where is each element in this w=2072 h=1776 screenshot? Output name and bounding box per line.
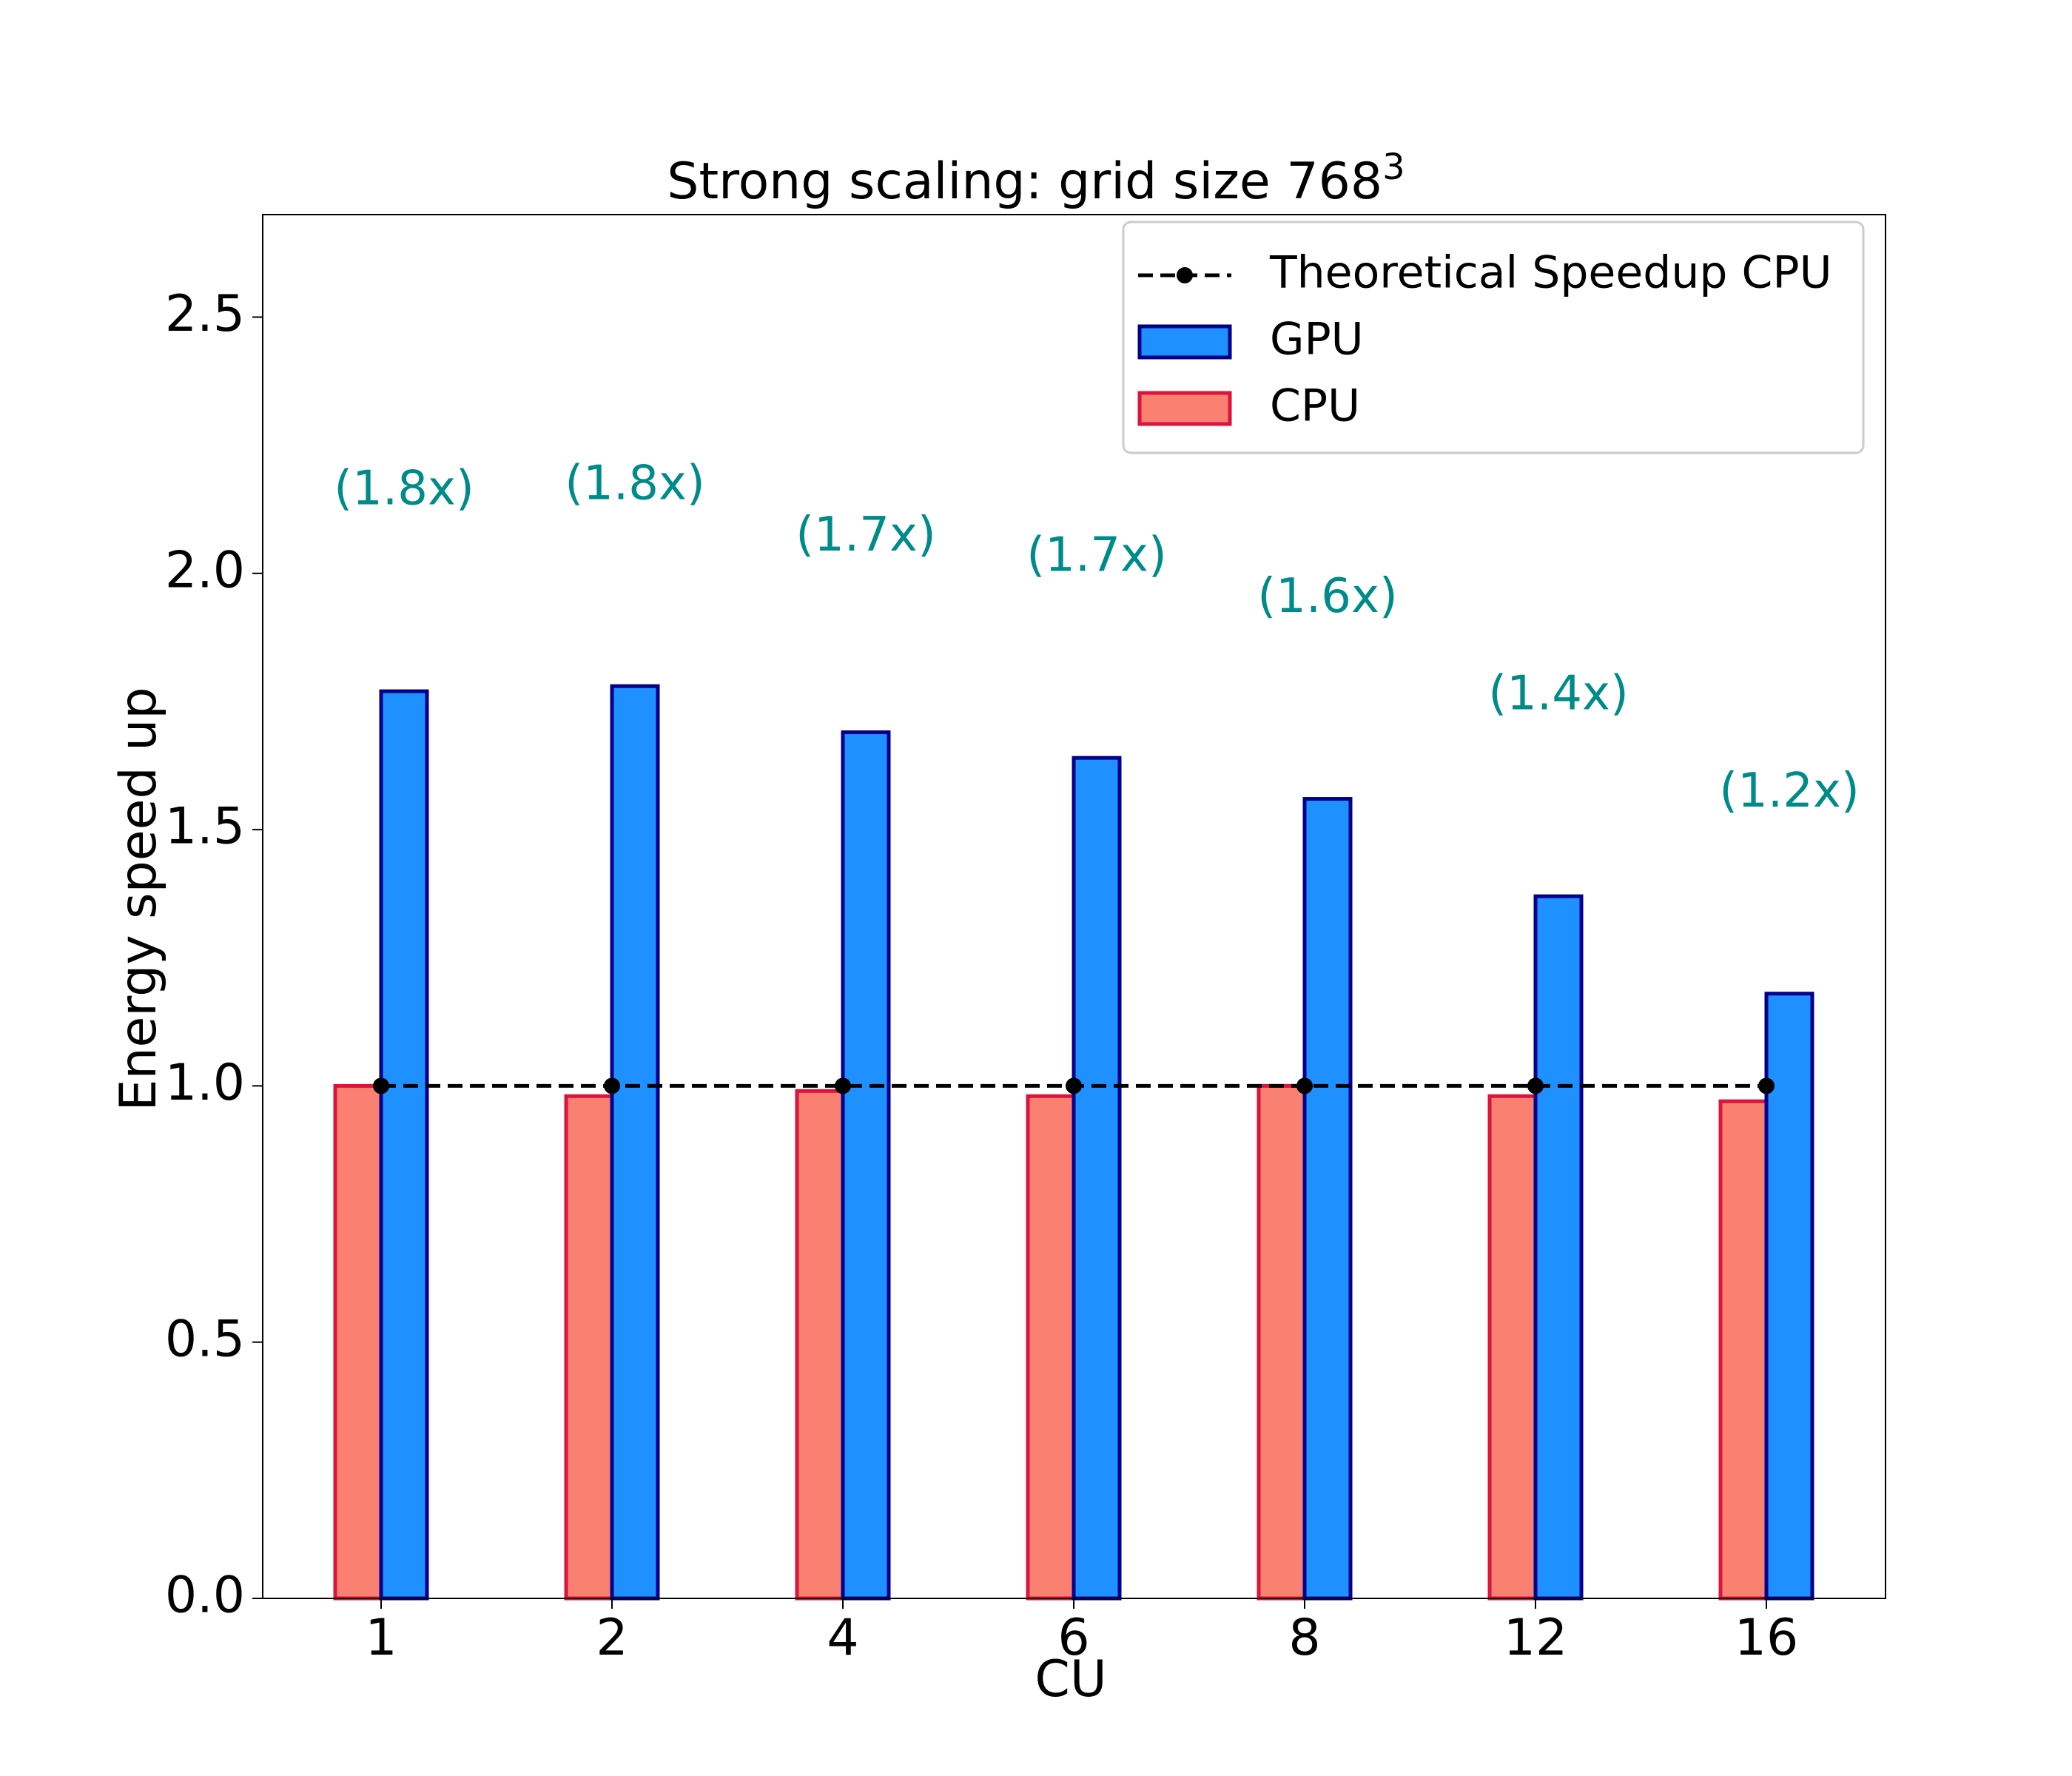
x-axis-label: CU bbox=[1035, 1650, 1106, 1709]
legend-label: GPU bbox=[1270, 314, 1364, 366]
speedup-annotation: (1.7x) bbox=[796, 508, 936, 562]
x-tick-label: 6 bbox=[1057, 1609, 1089, 1667]
legend-cpu-swatch bbox=[1137, 391, 1232, 426]
chart-title: Strong scaling: grid size 7683 bbox=[667, 147, 1405, 211]
cpu-bar bbox=[1487, 1094, 1538, 1601]
cpu-bar bbox=[1257, 1083, 1307, 1601]
gpu-bar bbox=[1764, 992, 1814, 1601]
speedup-annotation: (1.8x) bbox=[565, 457, 705, 511]
x-tick-label: 2 bbox=[596, 1609, 628, 1667]
legend-marker-swatch bbox=[1177, 267, 1193, 283]
legend-box bbox=[1122, 221, 1865, 454]
speedup-annotation: (1.2x) bbox=[1719, 764, 1860, 818]
gpu-bar bbox=[841, 730, 891, 1601]
gpu-bar bbox=[1302, 797, 1353, 1601]
y-tick-label: 1.0 bbox=[165, 1054, 245, 1112]
speedup-annotation: (1.6x) bbox=[1257, 569, 1398, 624]
legend: Theoretical Speedup CPU GPU CPU bbox=[1122, 221, 1865, 454]
gpu-bar bbox=[1533, 894, 1584, 1601]
speedup-annotation: (1.7x) bbox=[1026, 528, 1167, 583]
cpu-bar bbox=[795, 1089, 845, 1601]
y-tick-label: 2.0 bbox=[165, 541, 245, 599]
y-tick-label: 1.5 bbox=[165, 798, 245, 856]
gpu-bar bbox=[379, 689, 429, 1601]
theoretical-speedup-point bbox=[835, 1077, 851, 1094]
y-axis-label: Energy speed up bbox=[110, 687, 168, 1111]
y-tick-label: 0.0 bbox=[165, 1567, 245, 1625]
theoretical-speedup-point bbox=[604, 1077, 620, 1094]
theoretical-speedup-point bbox=[1066, 1077, 1082, 1094]
theoretical-speedup-point bbox=[1296, 1077, 1313, 1094]
x-tick-label: 12 bbox=[1504, 1609, 1568, 1667]
y-tick-label: 2.5 bbox=[165, 285, 245, 343]
theoretical-speedup-point bbox=[373, 1077, 389, 1094]
legend-label: CPU bbox=[1270, 380, 1360, 432]
speedup-annotation: (1.8x) bbox=[334, 462, 474, 517]
cpu-bar bbox=[1026, 1094, 1076, 1601]
cpu-bar bbox=[333, 1083, 383, 1601]
x-tick-label: 1 bbox=[365, 1609, 397, 1667]
legend-label: Theoretical Speedup CPU bbox=[1269, 247, 1832, 299]
gpu-bar bbox=[610, 684, 660, 1601]
x-tick-label: 16 bbox=[1735, 1609, 1799, 1667]
legend-gpu-swatch bbox=[1137, 324, 1232, 360]
x-tick-label: 8 bbox=[1288, 1609, 1320, 1667]
cpu-bar bbox=[564, 1094, 614, 1601]
x-tick-label: 4 bbox=[827, 1609, 858, 1667]
theoretical-speedup-point bbox=[1758, 1077, 1775, 1094]
y-tick-label: 0.5 bbox=[165, 1310, 245, 1368]
gpu-bar bbox=[1072, 756, 1122, 1601]
theoretical-speedup-point bbox=[1527, 1077, 1544, 1094]
speedup-annotation: (1.4x) bbox=[1488, 667, 1629, 722]
plot-area: (1.8x) (1.8x) (1.7x) (1.7x) (1.6x) (1.4x) (1.2… bbox=[165, 214, 1886, 1667]
cpu-bar bbox=[1718, 1099, 1769, 1601]
